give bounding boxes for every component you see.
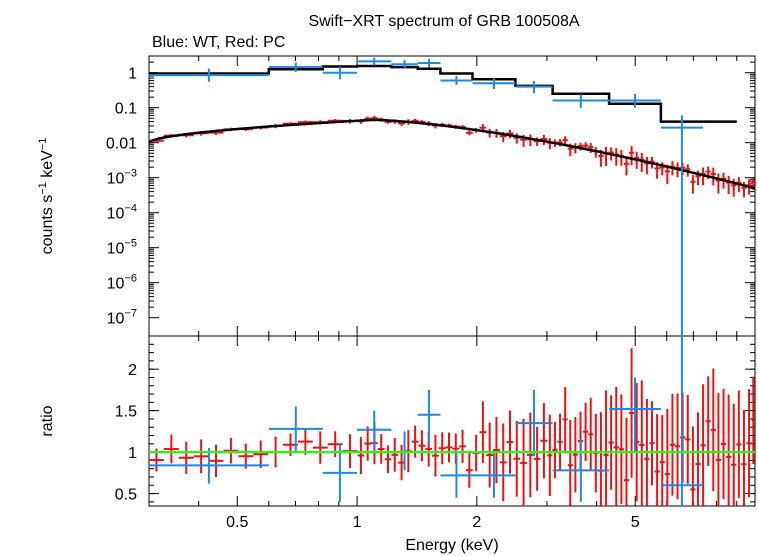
lower-y-tick-label: 1.5: [115, 404, 137, 421]
chart-subtitle: Blue: WT, Red: PC: [152, 34, 285, 51]
upper-panel-frame: [148, 55, 756, 337]
x-ticks: 0.5 1 2 5: [148, 56, 738, 531]
upper-y-tick-label: 10−4: [107, 203, 137, 223]
lower-y-tick-label: 2: [128, 362, 137, 379]
wt-model-step: [149, 64, 737, 123]
x-tick-label: 2: [472, 514, 481, 531]
chart-title: Swift−XRT spectrum of GRB 100508A: [308, 13, 579, 30]
upper-y-ticks: 1 0.1 0.01 10−3 10−4 10−5 10−6 10−7: [106, 55, 755, 328]
x-axis-label: Energy (keV): [405, 537, 498, 554]
upper-y-tick-label: 1: [128, 66, 137, 83]
lower-plot-area: [149, 336, 755, 506]
x-tick-label: 5: [631, 514, 640, 531]
upper-y-tick-label: 0.01: [106, 136, 137, 153]
upper-y-tick-label: 10−6: [107, 273, 137, 293]
upper-y-tick-label: 10−3: [107, 168, 137, 188]
pc-model-curve: [148, 118, 756, 190]
lower-y-tick-label: 0.5: [115, 487, 137, 504]
upper-plot-area: [148, 57, 756, 336]
lower-panel-frame: [148, 335, 756, 507]
upper-y-axis-label: counts s−1 keV−1: [37, 138, 56, 255]
upper-y-tick-label: 10−7: [107, 308, 137, 328]
lower-y-ticks: 0.5 1 1.5 2: [115, 343, 755, 504]
x-tick-label: 1: [353, 514, 362, 531]
upper-y-tick-label: 0.1: [115, 101, 137, 118]
x-tick-label: 0.5: [226, 514, 248, 531]
lower-y-tick-label: 1: [128, 445, 137, 462]
lower-y-axis-label: ratio: [39, 405, 56, 436]
upper-y-tick-label: 10−5: [107, 238, 137, 258]
